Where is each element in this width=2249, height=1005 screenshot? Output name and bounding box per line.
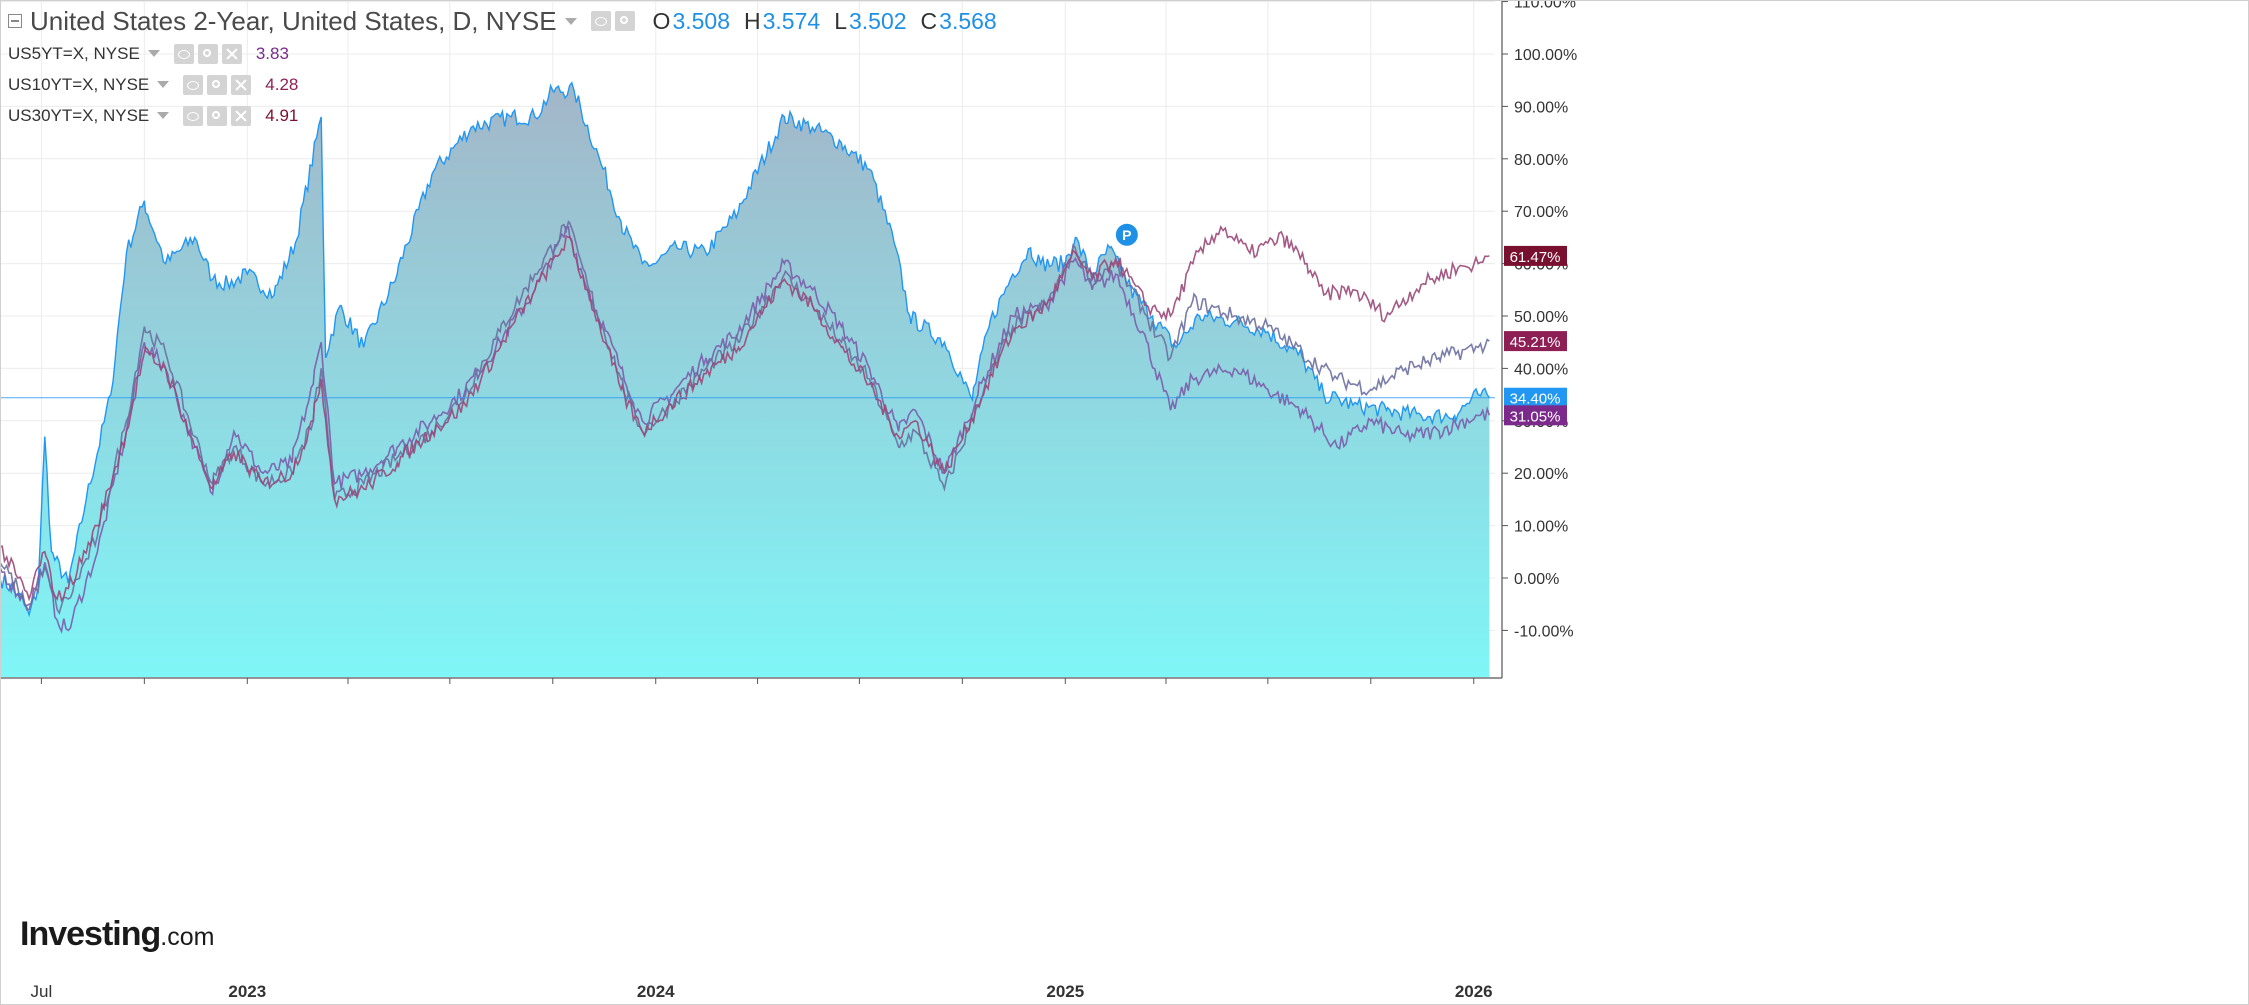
compare-legend-us5yt: US5YT=X, NYSE 3.83	[8, 38, 997, 69]
x-tick-label: Jul	[31, 982, 53, 1001]
compare-legend-us10yt: US10YT=X, NYSE 4.28	[8, 69, 997, 100]
open-label: O	[652, 7, 671, 34]
close-icon[interactable]	[221, 43, 242, 64]
eye-icon[interactable]	[590, 11, 611, 31]
last-value-label: 61.47%	[1510, 249, 1561, 266]
compare-legend-us30yt: US30YT=X, NYSE 4.91	[8, 100, 997, 131]
eye-icon[interactable]	[173, 43, 194, 64]
y-tick-label: 100.00%	[1514, 47, 1577, 64]
compare-name: US30YT=X, NYSE	[8, 105, 150, 125]
y-tick-label: 10.00%	[1514, 519, 1568, 536]
chevron-down-icon[interactable]	[157, 112, 170, 119]
compare-value: 4.91	[265, 105, 299, 125]
chevron-down-icon[interactable]	[564, 17, 577, 25]
y-tick-label: 80.00%	[1514, 152, 1568, 169]
x-tick-label: 2026	[1455, 982, 1493, 1001]
y-tick-label: 20.00%	[1514, 466, 1568, 483]
gear-icon[interactable]	[197, 43, 218, 64]
compare-name: US10YT=X, NYSE	[8, 74, 150, 94]
y-tick-label: -10.00%	[1514, 623, 1574, 640]
low-value: 3.502	[848, 7, 907, 34]
chevron-down-icon[interactable]	[157, 81, 170, 88]
high-value: 3.574	[762, 7, 821, 34]
price-labels: 61.47% 45.21% 34.40%31.05%	[1504, 245, 1567, 426]
y-tick-label: 70.00%	[1514, 204, 1568, 221]
close-icon[interactable]	[231, 105, 252, 126]
lines-layer	[0, 220, 1491, 634]
gear-icon[interactable]	[207, 105, 228, 126]
y-tick-label: 50.00%	[1514, 309, 1568, 326]
logo-suffix: .com	[160, 923, 215, 951]
series-line-us10yt	[0, 220, 1490, 615]
y-tick-label: 90.00%	[1514, 99, 1568, 116]
compare-value: 4.28	[265, 74, 299, 94]
x-tick-label: 2024	[637, 982, 675, 1001]
gear-icon[interactable]	[207, 74, 228, 95]
x-tick-label: 2023	[228, 982, 266, 1001]
last-value-label: 45.21%	[1510, 334, 1561, 351]
chevron-down-icon[interactable]	[147, 50, 160, 57]
eye-icon[interactable]	[183, 105, 204, 126]
collapse-icon[interactable]	[8, 14, 22, 28]
main-series-title: United States 2-Year, United States, D, …	[30, 5, 557, 36]
compare-name: US5YT=X, NYSE	[8, 43, 140, 63]
close-icon[interactable]	[231, 74, 252, 95]
close-label: C	[920, 7, 938, 34]
last-value-badge	[1504, 331, 1567, 352]
last-value-badge	[1504, 387, 1567, 408]
open-value: 3.508	[672, 7, 730, 34]
area-layer	[0, 81, 1490, 677]
annotation-marker	[1115, 223, 1138, 246]
y-tick-label: 110.00%	[1514, 0, 1576, 12]
compare-value: 3.83	[255, 43, 289, 63]
series-line-us30yt	[0, 224, 1490, 603]
low-label: L	[834, 7, 847, 34]
annotation-label: P	[1122, 227, 1131, 243]
chart-legend: United States 2-Year, United States, D, …	[8, 4, 997, 131]
last-value-badge	[1504, 405, 1567, 426]
last-value-label: 31.05%	[1510, 408, 1561, 425]
series-line-us2y	[0, 81, 1490, 618]
area-fill-us2y	[0, 82, 1490, 677]
close-value: 3.568	[939, 7, 997, 34]
gear-icon[interactable]	[614, 11, 635, 31]
investing-logo: Investing.com	[20, 915, 214, 954]
y-tick-label: 0.00%	[1514, 571, 1559, 588]
last-value-label: 34.40%	[1510, 391, 1561, 408]
y-tick-label: 40.00%	[1514, 361, 1568, 378]
eye-icon[interactable]	[183, 74, 204, 95]
x-tick-label: 2025	[1046, 982, 1084, 1001]
high-label: H	[744, 7, 761, 34]
main-series-legend: United States 2-Year, United States, D, …	[8, 4, 997, 38]
last-value-badge	[1504, 245, 1567, 266]
annotation-layer: P	[1115, 223, 1138, 246]
logo-bold: Investing	[20, 915, 161, 953]
